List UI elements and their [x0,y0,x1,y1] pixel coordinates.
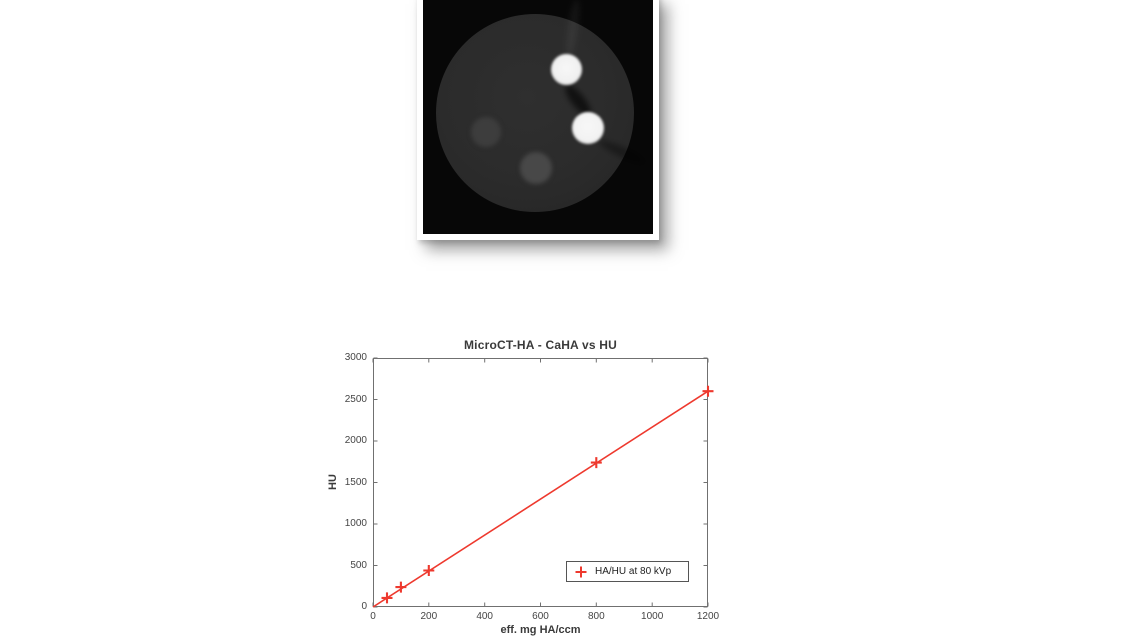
high-density-insert-top [550,53,582,85]
x-tick-label: 400 [476,611,493,622]
x-tick-label: 200 [420,611,438,622]
x-tick-label: 800 [587,611,605,622]
high-density-insert-right [572,112,604,144]
y-tick-label: 1000 [344,518,367,529]
calibration-chart: MicroCT-HA - CaHA vs HU HU eff. mg HA/cc… [320,335,740,642]
tick-marks [372,357,709,608]
x-tick-label: 1000 [641,611,664,622]
x-axis-label: eff. mg HA/ccm [500,624,581,636]
low-density-insert-left [471,117,501,147]
y-tick-label: 0 [361,601,367,612]
x-tick-label: 0 [370,611,376,622]
x-tick-label: 1200 [696,611,720,622]
legend-label: HA/HU at 80 kVp [595,566,672,577]
legend-box: HA/HU at 80 kVp [566,561,689,582]
plus-marker-icon [575,566,587,577]
y-tick-label: 3000 [344,352,367,363]
data-point-markers [381,385,714,604]
plot-area [372,357,714,608]
x-tick-label: 600 [532,611,549,622]
y-tick-label: 2500 [344,393,367,405]
y-tick-label: 2000 [344,435,367,446]
chart-title: MicroCT-HA - CaHA vs HU [463,338,618,352]
y-tick-label: 1500 [344,476,367,488]
ct-image-frame [417,0,659,240]
y-tick-label: 500 [350,559,367,571]
ct-image [423,0,653,234]
low-density-insert-bottom [520,152,552,184]
